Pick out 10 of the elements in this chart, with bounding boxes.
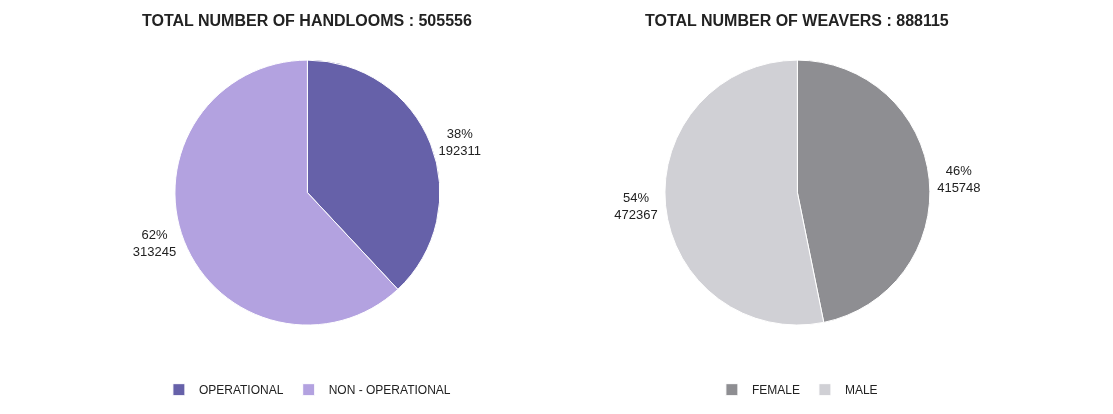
chart-title: TOTAL NUMBER OF HANDLOOMS : 505556	[142, 12, 472, 29]
legend-label: NON - OPERATIONAL	[328, 383, 451, 398]
data-label: 46% 415748	[937, 163, 981, 196]
legend-label: OPERATIONAL	[198, 383, 284, 398]
data-label: 54% 472367	[614, 190, 658, 222]
data-label: 62% 313245	[132, 227, 177, 260]
legend-label: FEMALE	[751, 383, 800, 398]
legend-label: MALE	[844, 383, 878, 398]
data-label: 38% 192311	[438, 125, 482, 158]
chart-title: TOTAL NUMBER OF WEAVERS : 888115	[645, 12, 949, 29]
